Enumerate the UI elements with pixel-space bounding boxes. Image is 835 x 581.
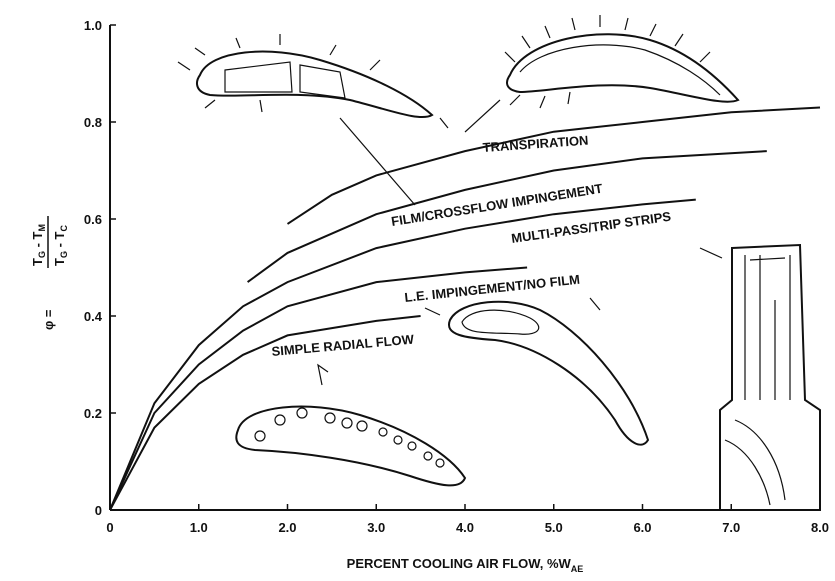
y-label-denominator: TG - TC — [52, 225, 69, 266]
curve — [110, 200, 696, 510]
y-label-part: T — [30, 258, 45, 266]
curve-label: SIMPLE RADIAL FLOW — [271, 332, 415, 359]
chart: 0 1.0 2.0 3.0 4.0 5.0 6.0 7.0 8.0 0 0.2 0.4 0.6 0.8 1.… — [0, 0, 835, 581]
x-tick-label: 4.0 — [456, 520, 474, 535]
curve — [248, 151, 767, 282]
y-label-sub: C — [59, 225, 69, 232]
x-tick-label: 0 — [106, 520, 113, 535]
x-tick-label: 7.0 — [722, 520, 740, 535]
y-tick-label: 0 — [95, 503, 102, 518]
x-tick-label: 3.0 — [367, 520, 385, 535]
curve-label: MULTI-PASS/TRIP STRIPS — [510, 209, 672, 246]
y-label-sub: M — [37, 224, 47, 232]
y-label-part: T — [52, 258, 67, 266]
y-label-part: - T — [52, 231, 67, 251]
x-axis-label-subscript: AE — [571, 564, 584, 574]
y-tick-label: 0.4 — [84, 309, 103, 324]
x-axis-label: PERCENT COOLING AIR FLOW, %WAE — [347, 556, 584, 574]
x-axis-label-text: PERCENT COOLING AIR FLOW, %W — [347, 556, 572, 571]
y-tick-label: 1.0 — [84, 18, 102, 33]
curve — [110, 268, 527, 511]
y-label-sub: G — [37, 251, 47, 258]
y-label-lhs: φ = — [41, 309, 56, 330]
y-label-part: - T — [30, 231, 45, 251]
x-tick-label: 6.0 — [633, 520, 651, 535]
y-tick-label: 0.2 — [84, 406, 102, 421]
y-label-numerator: TG - TM — [30, 224, 47, 266]
x-tick-label: 5.0 — [545, 520, 563, 535]
y-tick-label: 0.6 — [84, 212, 102, 227]
x-tick-label: 2.0 — [278, 520, 296, 535]
x-tick-label: 1.0 — [190, 520, 208, 535]
curve — [288, 108, 821, 224]
curve-label: TRANSPIRATION — [482, 133, 589, 155]
y-tick-label: 0.8 — [84, 115, 102, 130]
x-tick-label: 8.0 — [811, 520, 829, 535]
y-label-sub: G — [59, 251, 69, 258]
